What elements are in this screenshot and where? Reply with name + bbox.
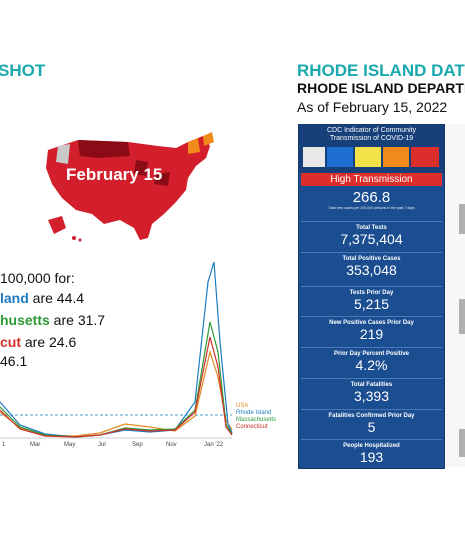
stat-value: 3,393 <box>353 388 390 404</box>
rates-intro: 100,000 for: <box>0 270 75 286</box>
cdc-col-high <box>411 147 439 167</box>
rate-row-massachusetts: husetts are 31.7 <box>0 312 105 328</box>
us-map <box>46 132 214 242</box>
cdc-col-substantial <box>383 147 409 167</box>
stat-tile: Total Positive Cases 353,048 <box>301 252 442 278</box>
legend-entry: USA <box>236 403 248 409</box>
cdc-title: CDC Indicator of Community Transmission … <box>299 127 444 143</box>
stat-label: People Hospitalized <box>343 443 400 449</box>
x-tick-label: Sep <box>132 442 143 448</box>
stat-label: Total Tests <box>356 225 387 231</box>
stat-label: Total Fatalities <box>350 382 393 388</box>
stat-label: Fatalities Confirmed Prior Day <box>328 413 415 419</box>
right-section-header: RHODE ISLAND DAT <box>297 61 465 80</box>
rate-value: 31.7 <box>77 312 106 328</box>
stat-label: Total Positive Cases <box>342 256 401 262</box>
cdc-col-indicator <box>303 147 325 167</box>
stat-value: 7,375,404 <box>340 231 403 247</box>
stat-tile: Prior Day Percent Positive 4.2% <box>301 347 442 373</box>
rate-row-rhode-island: land are 44.4 <box>0 290 84 306</box>
stat-value: 4.2% <box>355 357 388 373</box>
department-name: RHODE ISLAND DEPARTI <box>297 80 465 96</box>
as-of-date: As of February 15, 2022 <box>297 99 448 115</box>
x-tick-label: 1 <box>2 442 6 448</box>
rate-connector: are <box>49 312 78 328</box>
x-tick-label: Nov <box>166 442 177 448</box>
stat-tile: Total Tests 7,375,404 <box>301 221 442 247</box>
stat-value: 193 <box>359 449 384 465</box>
ri-dashboard-panel: CDC Indicator of Community Transmission … <box>298 124 445 469</box>
cases-per-100k: 266.8 Total new cases per 100,000 person… <box>301 189 442 219</box>
right-edge-faded-charts <box>445 124 465 467</box>
stat-value: 353,048 <box>346 262 397 278</box>
stat-value: 5,215 <box>353 296 390 312</box>
map-date-label: February 15 <box>66 165 163 184</box>
left-section-header: SHOT <box>0 61 46 80</box>
stat-tile: People Hospitalized 193 <box>301 439 442 465</box>
faded-bar-2 <box>459 299 465 334</box>
x-tick-label: Jan '22 <box>204 442 224 448</box>
cases-per-100k-note: Total new cases per 100,000 persons in t… <box>328 206 415 210</box>
faded-bar-1 <box>459 204 465 234</box>
stat-tile: Total Fatalities 3,393 <box>301 378 442 404</box>
series-line-rhode-island <box>0 261 233 438</box>
rate-row-connecticut: cut are 24.6 <box>0 334 76 350</box>
stat-label: Prior Day Percent Positive <box>333 351 410 357</box>
rate-state-name: husetts <box>0 312 50 328</box>
rate-connector: are <box>28 290 57 306</box>
rate-state-name: cut <box>0 334 21 350</box>
cdc-title-line-2: Transmission of COVID-19 <box>329 135 414 142</box>
series-line-massachusetts <box>0 321 233 438</box>
rate-row-usa: 46.1 <box>0 353 27 369</box>
stat-tile: Tests Prior Day 5,215 <box>301 286 442 312</box>
stat-tile: Fatalities Confirmed Prior Day 5 <box>301 409 442 435</box>
stat-label: Tests Prior Day <box>349 290 394 296</box>
rate-value: 46.1 <box>0 353 28 369</box>
cdc-indicator-box: CDC Indicator of Community Transmission … <box>299 125 444 173</box>
cdc-col-low <box>327 147 353 167</box>
cases-per-100k-value: 266.8 <box>352 189 391 206</box>
stat-tile: New Positive Cases Prior Day 219 <box>301 316 442 342</box>
high-transmission-label: High Transmission <box>301 173 442 186</box>
rate-state-name: land <box>0 290 29 306</box>
stat-value: 219 <box>359 326 384 342</box>
rate-connector: are <box>21 334 50 350</box>
legend-entry: Massachusetts <box>236 417 276 423</box>
cdc-title-line-1: CDC Indicator of Community <box>326 127 417 134</box>
cdc-col-moderate <box>355 147 381 167</box>
rate-value: 24.6 <box>49 334 77 350</box>
faded-bar-3 <box>459 429 465 457</box>
x-tick-label: Mar <box>30 442 40 448</box>
rate-value: 44.4 <box>56 290 85 306</box>
x-tick-label: Jul <box>98 442 106 448</box>
series-line-connecticut <box>0 336 233 438</box>
legend-entry: Rhode Island <box>236 410 271 416</box>
legend-entry: Connecticut <box>236 424 268 430</box>
x-tick-label: May <box>64 442 75 448</box>
stat-label: New Positive Cases Prior Day <box>329 320 414 326</box>
stat-value: 5 <box>367 419 376 435</box>
